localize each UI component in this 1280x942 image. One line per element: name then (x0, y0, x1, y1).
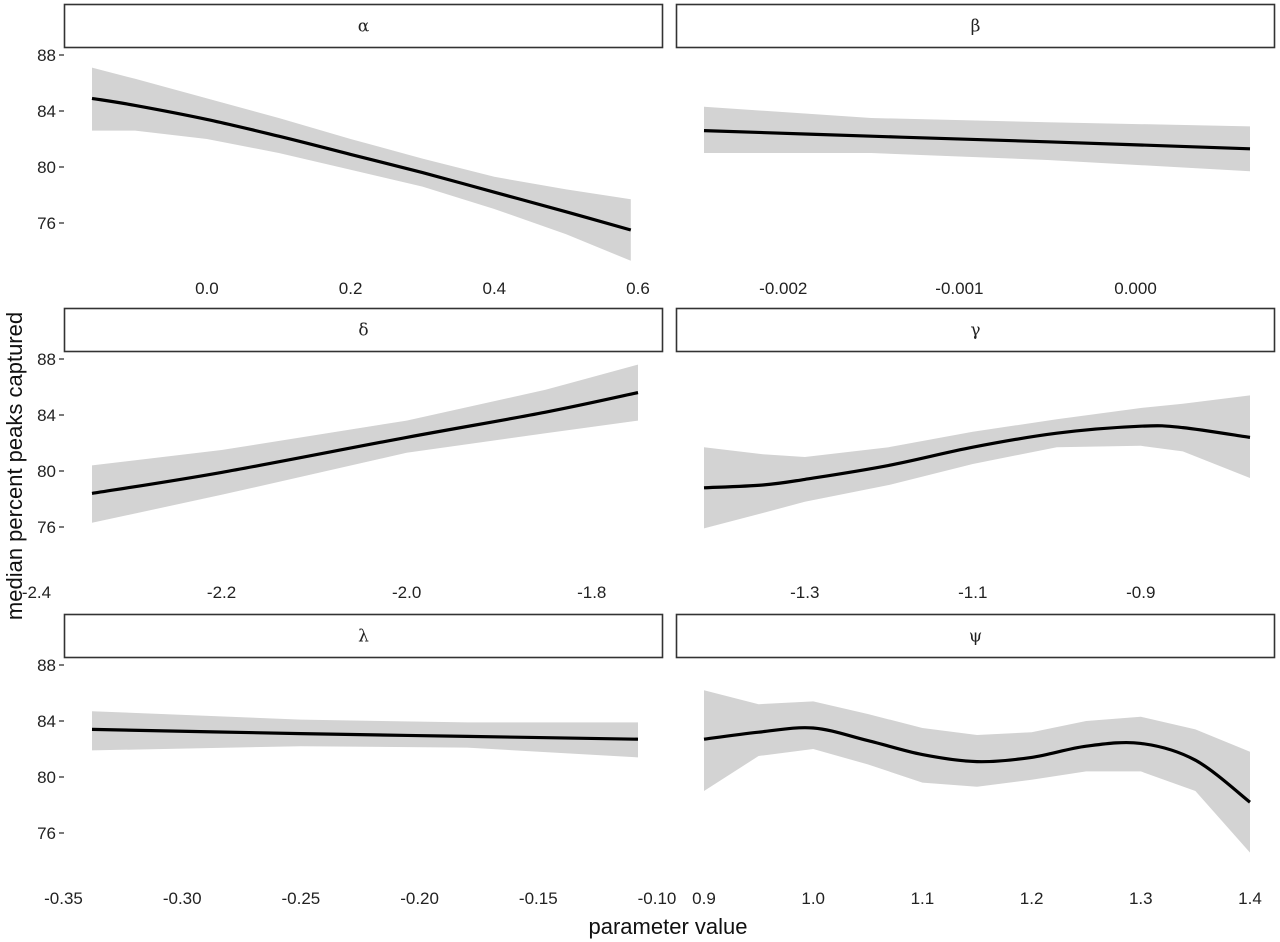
x-tick-label: -0.002 (759, 279, 807, 298)
y-tick-label: 80 (37, 158, 56, 177)
y-tick-label: 80 (37, 462, 56, 481)
facet-panel: ψ 0.9 1.0 1.1 1.2 1.3 1.4 (675, 613, 1276, 908)
facet-strip (63, 3, 664, 49)
x-tick-label: 0.2 (339, 279, 363, 298)
trend-line (703, 726, 1251, 804)
y-tick-label: 84 (37, 102, 56, 121)
facet-strip-label: ψ (969, 627, 982, 647)
confidence-band (704, 690, 1250, 853)
x-tick-label: -0.9 (1126, 583, 1155, 602)
x-tick-label: 0.000 (1114, 279, 1157, 298)
y-tick-label: 88 (37, 46, 56, 65)
y-tick-label: 76 (37, 214, 56, 233)
x-tick-label: -0.10 (638, 889, 677, 908)
x-tick-label: 1.3 (1129, 889, 1153, 908)
facet-strip-label: β (971, 17, 981, 37)
facet-strip (63, 613, 664, 659)
y-axis-title: median percent peaks captured (2, 312, 27, 620)
y-tick-label: 84 (37, 406, 56, 425)
x-tick-label: -0.35 (44, 889, 83, 908)
x-axis-title: parameter value (589, 914, 748, 939)
y-tick-label: 76 (37, 824, 56, 843)
trend-line (91, 391, 639, 495)
y-tick-label: 80 (37, 768, 56, 787)
confidence-band (92, 67, 631, 261)
facet-strip (63, 307, 664, 353)
facet-panel: γ -1.3 -1.1 -0.9 (675, 307, 1276, 602)
x-tick-label: 1.4 (1238, 889, 1262, 908)
x-tick-label: -0.15 (519, 889, 558, 908)
trend-line (703, 424, 1251, 490)
facet-panel: α 76 80 84 88 0.0 0.2 0.4 0.6 (37, 3, 664, 298)
facet-strip-label: α (358, 17, 370, 37)
facet-strip (675, 613, 1276, 659)
x-tick-label: -0.25 (282, 889, 321, 908)
x-tick-label: -2.0 (392, 583, 421, 602)
y-tick-label: 76 (37, 518, 56, 537)
x-tick-label: 1.1 (911, 889, 935, 908)
facet-strip (675, 307, 1276, 353)
x-tick-label: 0.0 (195, 279, 219, 298)
x-tick-label: 0.6 (626, 279, 650, 298)
x-tick-label: 0.4 (482, 279, 506, 298)
facet-strip-label: λ (358, 627, 369, 647)
facet-strip-label: δ (358, 321, 368, 341)
x-tick-label: -2.2 (207, 583, 236, 602)
x-tick-label: 1.2 (1020, 889, 1044, 908)
confidence-band (704, 395, 1250, 529)
x-tick-label: 0.9 (692, 889, 716, 908)
trend-line (91, 727, 639, 741)
trend-line (703, 129, 1251, 151)
y-tick-label: 84 (37, 712, 56, 731)
facet-panel: λ 76 80 84 88 -0.35 -0.30 -0.25 -0.20 -0.15 -0.10 (37, 613, 677, 908)
x-tick-label: -1.3 (790, 583, 819, 602)
facet-panel: δ 76 80 84 88 -2.4 -2.2 -2.0 -1.8 (22, 307, 664, 602)
x-tick-label: -0.001 (935, 279, 983, 298)
facet-panel: β -0.002 -0.001 0.000 (675, 3, 1276, 298)
facet-strip (675, 3, 1276, 49)
x-tick-label: -2.4 (22, 583, 51, 602)
y-tick-label: 88 (37, 656, 56, 675)
facet-strip-label: γ (970, 321, 980, 341)
x-tick-label: -0.30 (163, 889, 202, 908)
x-tick-label: -1.8 (577, 583, 606, 602)
x-tick-label: -0.20 (400, 889, 439, 908)
y-tick-label: 88 (37, 350, 56, 369)
trend-line (91, 96, 632, 232)
x-tick-label: -1.1 (958, 583, 987, 602)
x-tick-label: 1.0 (801, 889, 825, 908)
